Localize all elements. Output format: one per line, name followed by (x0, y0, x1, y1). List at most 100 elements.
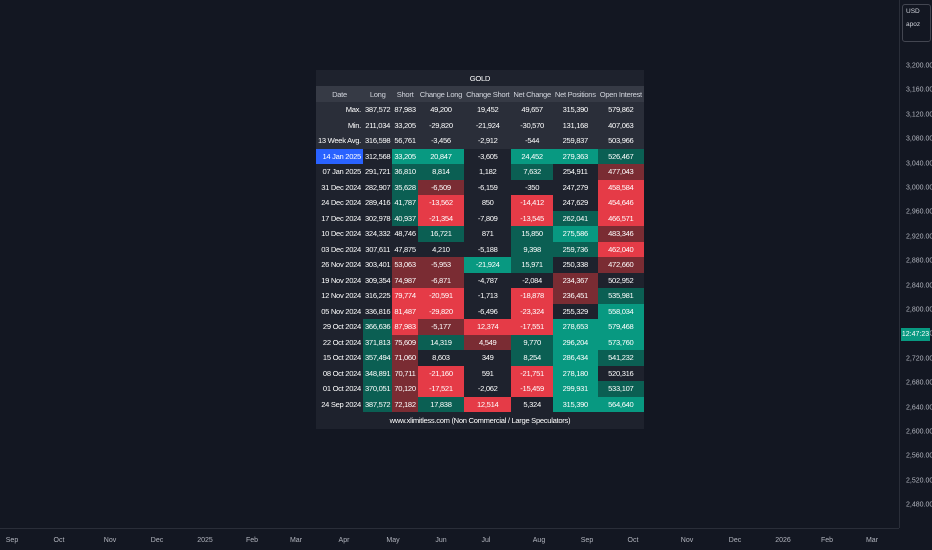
table-cell: 316,598 (362, 133, 393, 149)
table-cell: 579,862 (597, 102, 644, 118)
table-row: 19 Nov 2024 309,354 74,987 -6,871 -4,787 -2,0… (316, 272, 644, 288)
table-cell: 477,043 (597, 164, 644, 180)
table-cell: 564,640 (597, 396, 644, 412)
table-cell: 40,937 (392, 210, 418, 226)
table-cell: 573,760 (597, 334, 644, 350)
table-cell: 87,983 (392, 102, 418, 118)
table-cell: 503,966 (597, 133, 644, 149)
table-cell: -21,924 (464, 117, 512, 133)
table-row: 05 Nov 2024 336,816 81,487 -29,820 -6,496 -23… (316, 303, 644, 319)
table-cell: 324,332 (362, 226, 393, 242)
table-cell: -30,570 (511, 117, 553, 133)
row-label: 05 Nov 2024 (316, 303, 363, 319)
time-label: 2026 (775, 537, 791, 544)
time-label: Mar (865, 537, 879, 544)
table-cell: 15,850 (511, 226, 553, 242)
table-cell: 315,390 (552, 102, 598, 118)
table-cell: 79,774 (392, 288, 418, 304)
countdown-label: 12:47:23 (901, 328, 930, 341)
table-cell: 47,875 (392, 241, 418, 257)
time-label: Sep (580, 537, 594, 544)
table-cell: 14,319 (417, 334, 465, 350)
price-label: 2,520.00 (906, 477, 932, 485)
table-cell: -21,354 (417, 210, 465, 226)
table-row: 17 Dec 2024 302,978 40,937 -21,354 -7,809 -13… (316, 210, 644, 226)
scale-box[interactable]: USD apoz (902, 4, 931, 42)
table-cell: 286,434 (552, 350, 598, 366)
table-cell: -6,509 (417, 179, 465, 195)
price-label: 2,800.00 (906, 306, 932, 314)
table-cell: 87,983 (392, 319, 418, 335)
row-label: 19 Nov 2024 (316, 272, 363, 288)
table-cell: 312,568 (362, 148, 393, 164)
table-cell: -544 (511, 133, 553, 149)
table-cell: 56,761 (392, 133, 418, 149)
cot-table: GOLD Date Long Short Change Long Change Short… (316, 70, 644, 429)
column-header: Change Long (417, 86, 465, 102)
table-cell: 275,586 (552, 226, 598, 242)
table-cell: 296,204 (552, 334, 598, 350)
price-label: 2,640.00 (906, 404, 932, 412)
price-label: 3,200.00 (906, 62, 932, 70)
row-label: Min. (316, 117, 363, 133)
time-label: 2025 (197, 537, 213, 544)
table-cell: 8,814 (417, 164, 465, 180)
table-cell: -2,084 (511, 272, 553, 288)
table-cell: 526,467 (597, 148, 644, 164)
table-cell: 871 (464, 226, 512, 242)
table-cell: 278,180 (552, 365, 598, 381)
table-cell: 81,487 (392, 303, 418, 319)
table-row: 12 Nov 2024 316,225 79,774 -20,591 -1,713 -18… (316, 288, 644, 304)
table-row: 15 Oct 2024 357,494 71,060 8,603 349 8,254 286… (316, 350, 644, 366)
table-title: GOLD (316, 70, 644, 86)
price-label: 2,840.00 (906, 282, 932, 290)
time-label: Jul (481, 537, 491, 544)
table-cell: -15,459 (511, 381, 553, 397)
table-cell: 48,746 (392, 226, 418, 242)
table-cell: 579,468 (597, 319, 644, 335)
time-label: Dec (150, 537, 164, 544)
table-cell: -17,521 (417, 381, 465, 397)
price-label: 2,880.00 (906, 257, 932, 265)
table-cell: -350 (511, 179, 553, 195)
table-cell: 49,657 (511, 102, 553, 118)
table-cell: 315,390 (552, 396, 598, 412)
row-label: 08 Oct 2024 (316, 365, 363, 381)
column-header: Open Interest (597, 86, 644, 102)
table-cell: 70,120 (392, 381, 418, 397)
time-label: Mar (289, 537, 303, 544)
row-label: 14 Jan 2025 (316, 148, 363, 164)
table-cell: 9,770 (511, 334, 553, 350)
table-cell: 35,628 (392, 179, 418, 195)
table-cell: 41,787 (392, 195, 418, 211)
table-cell: 70,711 (392, 365, 418, 381)
table-cell: 75,609 (392, 334, 418, 350)
table-cell: 250,338 (552, 257, 598, 273)
table-cell: 247,629 (552, 195, 598, 211)
price-label: 2,600.00 (906, 428, 932, 436)
table-cell: 8,254 (511, 350, 553, 366)
table-cell: 8,603 (417, 350, 465, 366)
table-cell: 472,660 (597, 257, 644, 273)
price-label: 3,160.00 (906, 86, 932, 94)
table-cell: 4,210 (417, 241, 465, 257)
table-cell: 1,182 (464, 164, 512, 180)
table-cell: 850 (464, 195, 512, 211)
table-cell: 262,041 (552, 210, 598, 226)
row-label: 31 Dec 2024 (316, 179, 363, 195)
table-cell: 211,034 (362, 117, 393, 133)
time-label: Feb (820, 537, 834, 544)
table-row: Max. 387,572 87,983 49,200 19,452 49,657 315,3… (316, 102, 644, 118)
time-axis: Sep Oct Nov Dec 2025 Feb Mar Apr May Jun Jul Aug Sep… (0, 528, 899, 550)
table-cell: 12,514 (464, 396, 512, 412)
table-cell: 502,952 (597, 272, 644, 288)
price-label: 3,120.00 (906, 111, 932, 119)
table-cell: 541,232 (597, 350, 644, 366)
table-cell: 72,182 (392, 396, 418, 412)
table-cell: 282,907 (362, 179, 393, 195)
time-label: Aug (532, 537, 546, 544)
table-cell: 20,847 (417, 148, 465, 164)
table-cell: 303,401 (362, 257, 393, 273)
table-cell: -3,456 (417, 133, 465, 149)
